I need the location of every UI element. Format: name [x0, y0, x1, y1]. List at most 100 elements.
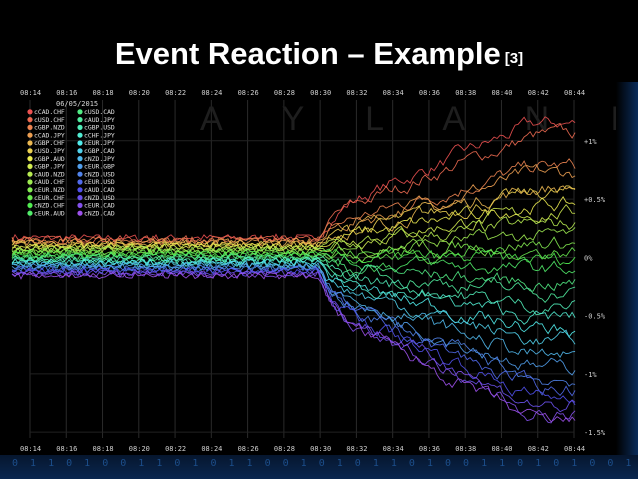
x-tick-label-bottom: 08:22	[165, 445, 186, 453]
legend-label: cGBP.JPY	[34, 163, 65, 171]
x-tick-label-bottom: 08:36	[419, 445, 440, 453]
x-tick-label-bottom: 08:28	[274, 445, 295, 453]
x-tick-label-bottom: 08:16	[56, 445, 77, 453]
legend-label: cCHF.JPY	[84, 131, 115, 139]
legend-label: cEUR.AUD	[34, 209, 65, 217]
legend-marker	[77, 156, 83, 162]
side-decoration	[616, 82, 638, 455]
legend-label: cNZD.USD	[84, 194, 115, 202]
x-tick-label-top: 08:36	[419, 89, 440, 97]
legend-label: cNZD.USD	[84, 170, 115, 178]
series-line	[11, 158, 576, 246]
legend-label: cGBP.USD	[84, 124, 115, 132]
x-tick-label-top: 08:32	[346, 89, 367, 97]
binary-digits: 0 1 1 0 1 0 0 1 1 0 1 0 1 1 0 0 1 0 1 0 …	[12, 458, 638, 469]
x-tick-label-top: 08:34	[383, 89, 404, 97]
legend-label: cUSD.JPY	[34, 147, 65, 155]
x-tick-label-top: 08:40	[491, 89, 512, 97]
x-tick-label-top: 08:42	[528, 89, 549, 97]
legend-marker	[27, 171, 33, 177]
legend-label: cNZD.CAD	[84, 209, 115, 217]
series-line	[11, 271, 576, 423]
legend-marker	[27, 148, 33, 154]
legend-marker	[27, 187, 33, 193]
series-line	[11, 203, 576, 252]
x-axis-bottom: 08:14 08:16 08:18 08:20 08:22 08:24 08:26 08:28…	[20, 445, 585, 453]
series-line	[11, 227, 576, 257]
series-line	[11, 185, 576, 248]
legend-marker	[77, 117, 83, 123]
legend-marker	[77, 140, 83, 146]
legend-label: cEUR.JPY	[84, 139, 115, 147]
x-tick-label-top: 08:18	[93, 89, 114, 97]
legend-marker	[77, 202, 83, 208]
series-lines	[11, 116, 576, 424]
legend-marker	[77, 163, 83, 169]
chart-watermark: A Y L A N E	[200, 100, 616, 138]
x-tick-label-bottom: 08:40	[491, 445, 512, 453]
series-line	[11, 260, 576, 345]
x-tick-label-top: 08:24	[201, 89, 222, 97]
legend-label: cEUR.USD	[84, 178, 115, 186]
series-line	[11, 256, 576, 316]
x-tick-label-top: 08:16	[56, 89, 77, 97]
legend-marker	[77, 171, 83, 177]
legend-marker	[27, 109, 33, 115]
x-tick-label-top: 08:30	[310, 89, 331, 97]
legend-marker	[77, 195, 83, 201]
x-tick-label-bottom: 08:44	[564, 445, 585, 453]
legend-marker	[27, 132, 33, 138]
legend-marker	[77, 187, 83, 193]
legend-marker	[27, 124, 33, 130]
x-tick-label-top: 08:14	[20, 89, 41, 97]
legend-marker	[27, 117, 33, 123]
x-tick-label-bottom: 08:20	[129, 445, 150, 453]
legend-label: cGBP.CAD	[84, 147, 115, 155]
legend-label: cGBP.CHF	[34, 139, 65, 147]
legend-label: cAUD.JPY	[84, 116, 115, 124]
y-tick-label: +1%	[584, 138, 597, 146]
x-tick-label-bottom: 08:18	[93, 445, 114, 453]
x-tick-label-top: 08:44	[564, 89, 585, 97]
series-line	[11, 185, 576, 250]
legend-marker	[27, 195, 33, 201]
x-tick-label-bottom: 08:32	[346, 445, 367, 453]
slide-title: Event Reaction – Example [3]	[0, 36, 638, 72]
x-tick-label-bottom: 08:26	[238, 445, 259, 453]
legend-label: cGBP.AUD	[34, 155, 65, 163]
y-tick-label: -1%	[584, 371, 597, 379]
legend-marker	[77, 210, 83, 216]
y-tick-label: +0.5%	[584, 196, 606, 204]
legend-label: cCAD.JPY	[34, 131, 65, 139]
y-tick-label: -0.5%	[584, 313, 606, 321]
y-tick-label: -1.5%	[584, 429, 606, 437]
x-tick-label-bottom: 08:38	[455, 445, 476, 453]
series-line	[11, 269, 576, 424]
legend-marker	[27, 202, 33, 208]
legend-label: cUSD.CAD	[84, 108, 115, 116]
legend-marker	[77, 124, 83, 130]
x-tick-label-bottom: 08:30	[310, 445, 331, 453]
x-tick-label-top: 08:38	[455, 89, 476, 97]
legend-label: cAUD.NZD	[34, 170, 65, 178]
legend-label: cNZD.CHF	[34, 202, 65, 210]
chart-date: 06/05/2015	[56, 100, 98, 108]
y-axis: +1% +0.5% 0% -0.5% -1% -1.5%	[584, 138, 606, 437]
x-tick-label-top: 08:26	[238, 89, 259, 97]
legend-label: cAUD.CAD	[84, 186, 115, 194]
x-tick-label-bottom: 08:34	[383, 445, 404, 453]
x-tick-label-top: 08:20	[129, 89, 150, 97]
title-text: Event Reaction – Example	[114, 36, 501, 71]
y-tick-label: 0%	[584, 254, 593, 262]
legend-label: cEUR.GBP	[84, 163, 115, 171]
series-line	[11, 254, 576, 303]
legend-label: cCAD.CHF	[34, 108, 65, 116]
chart-legend: 06/05/2015 cCAD.CHFcUSD.CHFcGBP.NZDcCAD.…	[27, 100, 115, 217]
x-tick-label-top: 08:22	[165, 89, 186, 97]
x-axis-top: 08:14 08:16 08:18 08:20 08:22 08:24 08:26 08:28…	[20, 89, 585, 97]
legend-label: cAUD.CHF	[34, 178, 65, 186]
legend-label: cEUR.CHF	[34, 194, 65, 202]
series-line	[11, 116, 576, 242]
x-tick-label-bottom: 08:24	[201, 445, 222, 453]
